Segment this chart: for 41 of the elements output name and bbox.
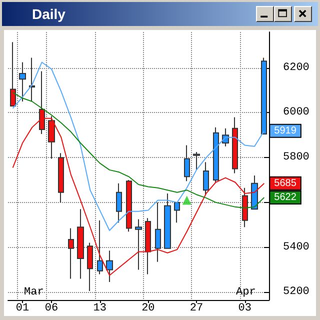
x-tick-label: 06 <box>44 302 58 314</box>
y-tick-label: 6200 <box>283 62 310 74</box>
candlestick <box>251 175 258 210</box>
candlestick <box>164 192 171 249</box>
candlestick <box>126 180 132 232</box>
candlestick <box>29 57 35 102</box>
candlestick <box>203 162 209 196</box>
candlestick <box>10 42 16 107</box>
y-tick-label: 5400 <box>283 241 310 254</box>
data-label: 5919 <box>274 125 297 136</box>
y-tick-label: 5200 <box>283 286 310 298</box>
annotation: Apr <box>236 286 256 298</box>
candlestick <box>68 228 74 280</box>
x-tick-label: 13 <box>93 302 106 314</box>
candlestick <box>77 208 84 280</box>
chart-title: Daily <box>32 6 66 22</box>
candlestick <box>193 151 200 170</box>
candlestick <box>213 126 219 183</box>
line-series <box>12 62 265 231</box>
candlestick <box>242 187 248 228</box>
candlestick <box>155 202 161 262</box>
candlestick <box>97 220 103 275</box>
candlestick <box>87 242 93 292</box>
candlestick <box>116 182 122 224</box>
candlestick <box>106 250 113 283</box>
y-tick-label: 5800 <box>283 152 310 164</box>
candlestick <box>184 144 190 182</box>
x-tick-label: 20 <box>142 302 155 314</box>
candlestick <box>174 202 180 224</box>
y-tick-label: 6000 <box>283 106 310 119</box>
x-tick-label: 03 <box>238 302 252 314</box>
candlestick <box>19 62 26 102</box>
x-tick-label: 01 <box>16 302 30 314</box>
line-series <box>12 92 265 209</box>
annotation: Mar <box>24 286 44 298</box>
data-label: 5622 <box>274 192 297 204</box>
candlestick <box>232 116 238 174</box>
data-label: 5685 <box>274 178 297 189</box>
candlestick <box>58 152 64 203</box>
x-tick-label: 27 <box>190 302 204 314</box>
candlestick <box>135 218 142 270</box>
